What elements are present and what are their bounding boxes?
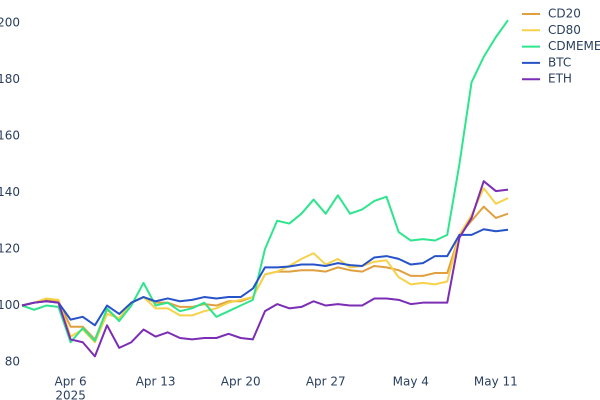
y-tick-label: 140 [0,185,20,199]
y-tick-label: 180 [0,72,20,86]
line-series [21,205,509,341]
x-tick-label: May 11 [474,375,518,389]
y-tick-label: 80 [5,355,20,369]
x-tick-label: Apr 27 [306,375,346,389]
x-tick-label: May 4 [393,375,429,389]
legend-label: ETH [548,72,572,86]
y-tick-label: 120 [0,242,20,256]
line-series [21,187,509,344]
x-tick-label: Apr 6 [54,375,86,389]
x-year-label: 2025 [55,389,86,400]
y-tick-label: 100 [0,298,20,312]
y-tick-label: 160 [0,128,20,142]
x-tick-label: Apr 13 [136,375,176,389]
legend-label: CD20 [548,7,581,21]
x-tick-label: Apr 20 [221,375,261,389]
line-series [21,180,509,358]
legend-label: CDMEME [548,39,600,53]
line-series [21,228,509,327]
legend-label: BTC [548,55,571,69]
legend-label: CD80 [548,23,581,37]
line-series [21,19,509,344]
y-tick-label: 200 [0,15,20,29]
